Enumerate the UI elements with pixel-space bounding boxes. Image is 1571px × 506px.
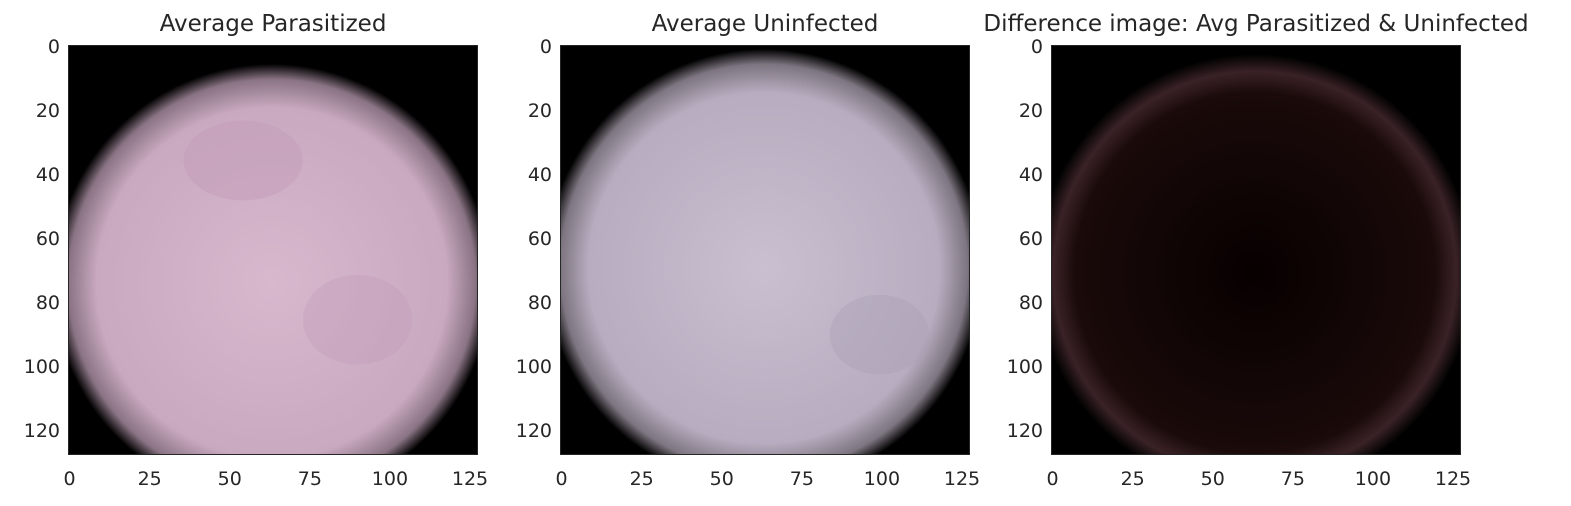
stain-blob — [183, 120, 303, 201]
y-tick-label: 60 — [527, 227, 552, 250]
y-tick-label: 40 — [35, 163, 60, 186]
panel-difference-image: Difference image: Avg Parasitized & Unin… — [982, 0, 1528, 506]
y-tick-label: 40 — [527, 163, 552, 186]
image-difference — [1051, 45, 1461, 455]
y-tick-label: 120 — [23, 419, 60, 442]
y-tick-label: 120 — [515, 419, 552, 442]
y-tick-label: 100 — [1006, 355, 1043, 378]
x-tick-label: 25 — [1120, 468, 1145, 490]
y-tick-label: 20 — [35, 99, 60, 122]
panel-title: Average Parasitized — [159, 11, 387, 37]
stain-blob — [829, 294, 930, 375]
x-tick-label: 0 — [555, 468, 568, 490]
cell-image — [1052, 46, 1460, 454]
panel-title: Difference image: Avg Parasitized & Unin… — [983, 11, 1529, 37]
y-tick-label: 0 — [539, 35, 552, 58]
image-average-parasitized — [68, 45, 478, 455]
x-tick-label: 0 — [63, 468, 76, 490]
difference-ring — [1052, 54, 1460, 454]
x-tick-label: 125 — [451, 468, 489, 490]
panel-title: Average Uninfected — [651, 11, 879, 37]
y-tick-label: 60 — [35, 227, 60, 250]
x-tick-label: 50 — [1200, 468, 1225, 490]
stain-blob — [302, 274, 413, 365]
x-tick-label: 50 — [709, 468, 734, 490]
x-tick-label: 75 — [297, 468, 322, 490]
y-tick-label: 0 — [1030, 35, 1043, 58]
cell-disc — [69, 63, 477, 454]
y-tick-label: 40 — [1018, 163, 1043, 186]
x-tick-label: 100 — [371, 468, 409, 490]
x-tick-label: 100 — [1354, 468, 1392, 490]
x-tick-label: 50 — [217, 468, 242, 490]
y-tick-label: 20 — [527, 99, 552, 122]
y-tick-label: 120 — [1006, 419, 1043, 442]
x-tick-label: 125 — [1434, 468, 1472, 490]
panel-average-parasitized: Average Parasitized 0 20 40 60 80 100 120 0 25 50… — [0, 0, 490, 506]
cell-image — [69, 46, 477, 454]
x-tick-label: 100 — [863, 468, 901, 490]
panel-average-uninfected: Average Uninfected 0 20 40 60 80 100 120 0 25 50 7… — [491, 0, 981, 506]
x-tick-label: 0 — [1046, 468, 1059, 490]
x-tick-label: 25 — [629, 468, 654, 490]
y-tick-label: 80 — [527, 291, 552, 314]
y-tick-label: 0 — [47, 35, 60, 58]
x-tick-label: 75 — [1280, 468, 1305, 490]
cell-disc — [561, 49, 969, 454]
x-tick-label: 25 — [137, 468, 162, 490]
x-tick-label: 125 — [943, 468, 981, 490]
y-tick-label: 60 — [1018, 227, 1043, 250]
cell-image — [561, 46, 969, 454]
y-tick-label: 80 — [1018, 291, 1043, 314]
x-tick-label: 75 — [789, 468, 814, 490]
y-tick-label: 20 — [1018, 99, 1043, 122]
y-tick-label: 80 — [35, 291, 60, 314]
y-tick-label: 100 — [23, 355, 60, 378]
image-average-uninfected — [560, 45, 970, 455]
y-tick-label: 100 — [515, 355, 552, 378]
